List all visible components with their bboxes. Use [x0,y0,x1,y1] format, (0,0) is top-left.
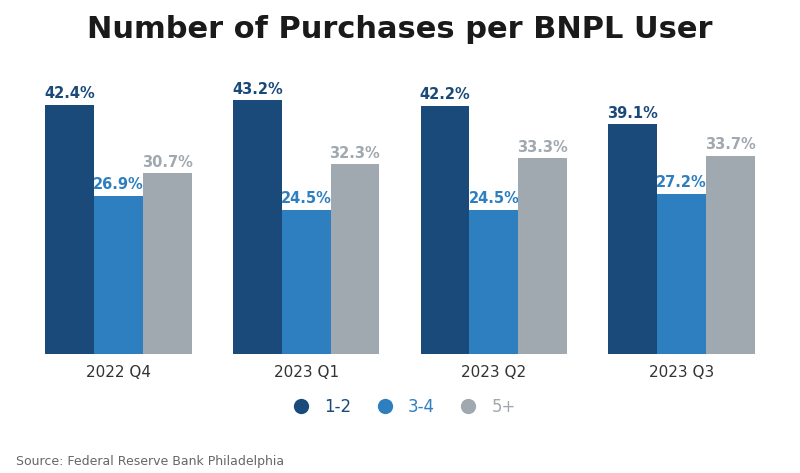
Text: 27.2%: 27.2% [656,175,707,191]
Text: 24.5%: 24.5% [281,191,331,206]
Text: 33.7%: 33.7% [705,137,756,152]
Text: 42.2%: 42.2% [420,88,470,103]
Bar [282,210,330,353]
Bar [330,164,379,353]
Text: 24.5%: 24.5% [469,191,519,206]
Bar [609,124,658,353]
Bar [518,158,567,353]
Bar [94,196,142,353]
Text: 26.9%: 26.9% [93,177,144,192]
Text: 39.1%: 39.1% [607,105,658,121]
Legend: 1-2, 3-4, 5+: 1-2, 3-4, 5+ [278,391,522,422]
Bar [233,100,282,353]
Text: Source: Federal Reserve Bank Philadelphia: Source: Federal Reserve Bank Philadelphi… [16,455,284,468]
Text: 43.2%: 43.2% [232,82,282,96]
Bar [658,194,706,353]
Text: 32.3%: 32.3% [330,146,380,160]
Bar [706,156,755,353]
Bar [45,105,94,353]
Text: 30.7%: 30.7% [142,155,193,170]
Title: Number of Purchases per BNPL User: Number of Purchases per BNPL User [87,15,713,44]
Bar [421,106,470,353]
Text: 42.4%: 42.4% [44,86,95,101]
Bar [142,174,191,353]
Bar [470,210,518,353]
Text: 33.3%: 33.3% [518,140,568,155]
